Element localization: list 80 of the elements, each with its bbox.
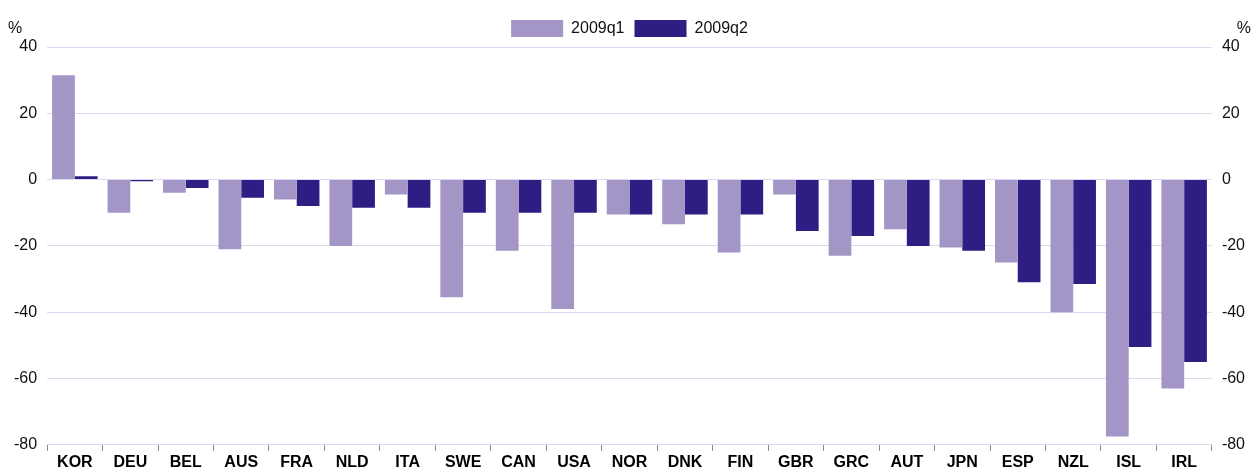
y2-tick-label: -60 — [1221, 368, 1246, 386]
bar — [574, 180, 597, 213]
y-tick-label: -80 — [14, 435, 38, 453]
bar — [384, 180, 408, 195]
bar — [241, 180, 264, 198]
y-tick-label: -20 — [14, 236, 38, 254]
x-tick-label: DEU — [113, 452, 148, 470]
legend-label: 2009q2 — [694, 18, 748, 36]
bar — [884, 180, 907, 230]
y-axis-title: % — [8, 19, 23, 37]
x-tick-label: CAN — [501, 452, 536, 470]
bar — [1073, 180, 1096, 285]
bar — [163, 180, 186, 193]
x-tick-label: NZL — [1057, 452, 1089, 470]
y2-tick-label: -20 — [1221, 236, 1246, 254]
bar — [662, 180, 685, 225]
bar — [407, 180, 431, 208]
bar — [717, 180, 741, 253]
y2-tick-label: -40 — [1221, 302, 1246, 320]
bar — [606, 180, 630, 215]
y-tick-label: -40 — [14, 302, 38, 320]
x-tick-label: DNK — [667, 452, 703, 470]
y2-tick-label: 20 — [1221, 103, 1240, 121]
bar — [185, 180, 209, 188]
bar — [995, 180, 1018, 263]
x-tick-label: FRA — [280, 452, 314, 470]
x-tick-label: AUT — [890, 452, 924, 470]
x-tick-label: ESP — [1001, 452, 1035, 470]
y2-tick-label: 40 — [1221, 37, 1240, 55]
bar — [773, 180, 796, 195]
bar — [828, 180, 852, 256]
bar — [1017, 180, 1041, 283]
bar — [740, 180, 764, 215]
bar — [218, 180, 242, 250]
y2-axis-title: % — [1236, 19, 1251, 37]
x-tick-label: NLD — [335, 452, 369, 470]
x-tick-label: GRC — [833, 452, 870, 470]
bar — [684, 180, 708, 215]
x-tick-label: GBR — [778, 452, 815, 470]
legend-label: 2009q1 — [571, 18, 625, 36]
bar — [440, 180, 464, 298]
x-tick-label: JPN — [946, 452, 978, 470]
bar — [962, 180, 986, 251]
bar — [1105, 180, 1129, 437]
y-tick-label: 40 — [19, 37, 38, 55]
x-tick-label: SWE — [444, 452, 482, 470]
bar — [495, 180, 519, 251]
x-tick-label: ITA — [395, 452, 421, 470]
x-tick-label: USA — [557, 452, 592, 470]
bar — [296, 180, 320, 207]
bar — [851, 180, 875, 236]
bar — [52, 75, 75, 180]
x-tick-label: KOR — [57, 452, 94, 470]
y-tick-label: -60 — [14, 368, 38, 386]
bar — [329, 180, 353, 246]
bar — [352, 180, 375, 208]
y2-tick-label: 0 — [1221, 170, 1231, 188]
x-tick-label: AUS — [224, 452, 259, 470]
x-tick-label: ISL — [1116, 452, 1142, 470]
bar — [906, 180, 930, 246]
bar — [551, 180, 575, 309]
y-tick-label: 20 — [19, 103, 38, 121]
x-tick-label: NOR — [611, 452, 648, 470]
bar — [795, 180, 819, 231]
y-tick-label: 0 — [28, 170, 38, 188]
bar — [1128, 180, 1152, 348]
bar — [463, 180, 486, 213]
bar — [629, 180, 653, 215]
bar — [1184, 180, 1207, 362]
bar — [1050, 180, 1074, 313]
x-tick-label: FIN — [727, 452, 754, 470]
bar — [74, 176, 98, 180]
y2-tick-label: -80 — [1221, 435, 1246, 453]
bar — [518, 180, 542, 213]
x-tick-label: BEL — [169, 452, 203, 470]
x-tick-label: IRL — [1171, 452, 1198, 470]
bar — [939, 180, 963, 248]
bar — [1161, 180, 1185, 389]
bar — [107, 180, 131, 213]
bar — [273, 180, 297, 200]
